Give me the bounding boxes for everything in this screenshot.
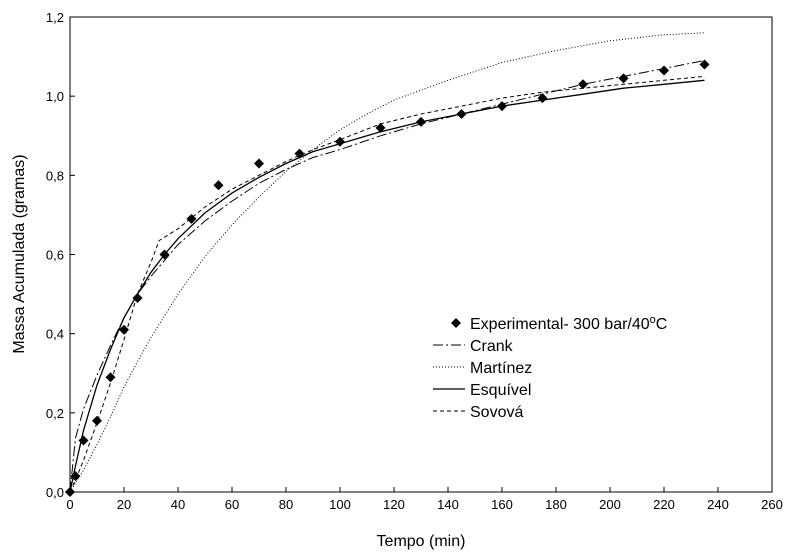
x-tick-label: 140 [437, 497, 459, 512]
y-tick-label: 0,6 [46, 248, 64, 263]
experimental-point [659, 65, 669, 76]
x-tick-label: 80 [279, 497, 293, 512]
legend-label-esquivel: Esquível [470, 382, 531, 399]
legend: Experimental- 300 bar/40oC Crank Martíne… [433, 314, 667, 421]
y-tick-label: 0,0 [46, 485, 64, 500]
x-tick-label: 220 [653, 497, 675, 512]
x-tick-label: 0 [66, 497, 73, 512]
experimental-point [618, 73, 629, 84]
y-tick-label: 1,2 [46, 10, 64, 25]
legend-label-experimental: Experimental- 300 bar/40oC [470, 314, 667, 333]
experimental-point [132, 293, 143, 304]
y-tick-label: 0,8 [46, 168, 64, 183]
x-axis-ticks: 0 20 40 60 80 100 120 140 160 180 200 220 240 260 [66, 487, 783, 512]
x-tick-label: 180 [545, 497, 567, 512]
y-tick-label: 0,4 [46, 327, 64, 342]
experimental-point [375, 122, 386, 133]
x-tick-label: 200 [599, 497, 621, 512]
y-tick-label: 0,2 [46, 406, 64, 421]
x-tick-label: 260 [761, 497, 783, 512]
series-line-crank [69, 60, 705, 493]
series-line-esquivel [69, 79, 705, 493]
experimental-point [213, 180, 224, 191]
legend-label-martinez: Martínez [470, 360, 532, 377]
series-layer [65, 32, 710, 497]
x-tick-label: 240 [707, 497, 729, 512]
x-tick-label: 160 [491, 497, 513, 512]
legend-marker-experimental [451, 318, 461, 328]
experimental-point [699, 59, 710, 70]
x-tick-label: 120 [383, 497, 405, 512]
x-tick-label: 20 [117, 497, 131, 512]
experimental-point [254, 158, 264, 169]
plot-frame [69, 16, 773, 493]
series-line-sovova [69, 75, 705, 493]
x-tick-label: 60 [225, 497, 239, 512]
y-tick-label: 1,0 [46, 89, 64, 104]
experimental-point [105, 372, 116, 383]
x-tick-label: 100 [329, 497, 351, 512]
x-axis-title: Tempo (min) [377, 533, 466, 550]
series-line-martinez [69, 32, 705, 493]
experimental-point [92, 415, 102, 426]
legend-label-crank: Crank [470, 338, 514, 355]
y-axis-ticks: 0,0 0,2 0,4 0,6 0,8 1,0 1,2 [46, 10, 75, 500]
x-tick-label: 40 [171, 497, 185, 512]
y-axis-title: Massa Acumulada (gramas) [11, 154, 28, 353]
legend-label-sovova: Sovová [470, 404, 523, 421]
